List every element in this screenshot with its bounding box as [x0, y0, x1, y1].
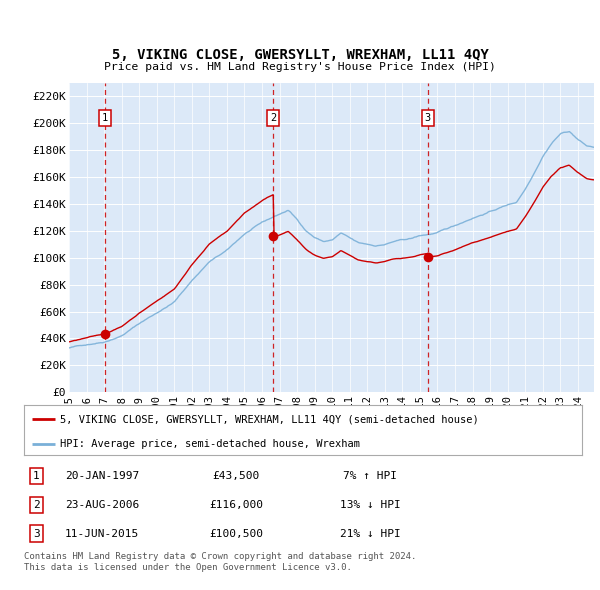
- Text: 21% ↓ HPI: 21% ↓ HPI: [340, 529, 400, 539]
- Text: Contains HM Land Registry data © Crown copyright and database right 2024.: Contains HM Land Registry data © Crown c…: [24, 552, 416, 562]
- Text: Price paid vs. HM Land Registry's House Price Index (HPI): Price paid vs. HM Land Registry's House …: [104, 63, 496, 72]
- Text: This data is licensed under the Open Government Licence v3.0.: This data is licensed under the Open Gov…: [24, 563, 352, 572]
- Text: 3: 3: [425, 113, 431, 123]
- Text: £100,500: £100,500: [209, 529, 263, 539]
- Text: 5, VIKING CLOSE, GWERSYLLT, WREXHAM, LL11 4QY (semi-detached house): 5, VIKING CLOSE, GWERSYLLT, WREXHAM, LL1…: [60, 414, 479, 424]
- Text: 11-JUN-2015: 11-JUN-2015: [65, 529, 139, 539]
- Text: 1: 1: [102, 113, 108, 123]
- Text: 2: 2: [270, 113, 277, 123]
- Text: 20-JAN-1997: 20-JAN-1997: [65, 471, 139, 481]
- Text: 7% ↑ HPI: 7% ↑ HPI: [343, 471, 397, 481]
- Text: 5, VIKING CLOSE, GWERSYLLT, WREXHAM, LL11 4QY: 5, VIKING CLOSE, GWERSYLLT, WREXHAM, LL1…: [112, 48, 488, 63]
- Text: HPI: Average price, semi-detached house, Wrexham: HPI: Average price, semi-detached house,…: [60, 440, 360, 450]
- Text: 3: 3: [33, 529, 40, 539]
- Text: 1: 1: [33, 471, 40, 481]
- Text: £43,500: £43,500: [212, 471, 260, 481]
- Text: £116,000: £116,000: [209, 500, 263, 510]
- Text: 13% ↓ HPI: 13% ↓ HPI: [340, 500, 400, 510]
- Text: 23-AUG-2006: 23-AUG-2006: [65, 500, 139, 510]
- Text: 2: 2: [33, 500, 40, 510]
